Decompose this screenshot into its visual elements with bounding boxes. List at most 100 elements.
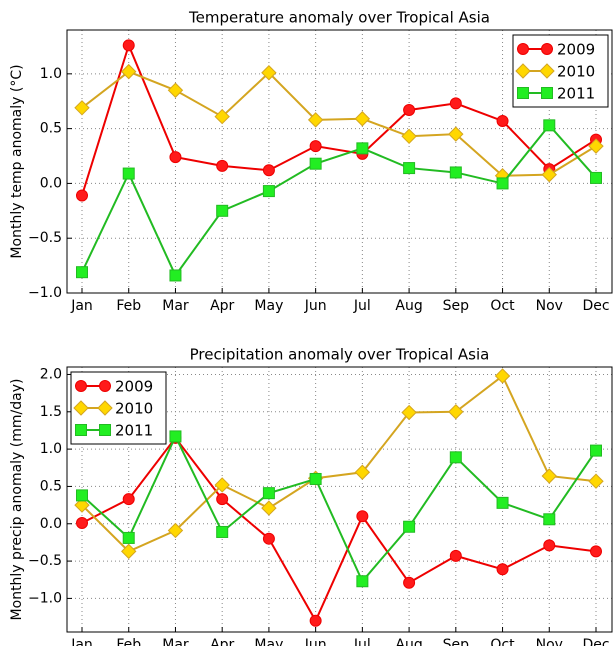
- marker: [307, 112, 324, 128]
- x-tick-label: Jan: [70, 298, 93, 314]
- marker: [449, 451, 462, 464]
- y-tick-label: −0.5: [28, 230, 62, 246]
- marker: [122, 167, 135, 180]
- marker: [401, 128, 417, 145]
- y-tick-label: 1.0: [40, 66, 62, 82]
- marker: [543, 119, 556, 132]
- marker: [75, 424, 87, 436]
- marker: [590, 545, 602, 558]
- marker: [261, 65, 277, 81]
- x-tick-label: Aug: [395, 298, 422, 314]
- y-tick-label: 0.0: [40, 175, 62, 191]
- x-tick-label: May: [254, 637, 283, 646]
- y-tick-label: 0.5: [40, 121, 62, 137]
- legend-label: 2011: [115, 422, 153, 440]
- marker: [262, 532, 275, 545]
- x-tick-label: Oct: [490, 637, 515, 646]
- chart-title: Temperature anomaly over Tropical Asia: [188, 9, 490, 27]
- series: [76, 39, 602, 202]
- marker: [354, 111, 371, 127]
- marker: [496, 496, 509, 509]
- marker: [216, 159, 229, 172]
- marker: [76, 489, 88, 502]
- marker: [541, 468, 557, 484]
- x-tick-label: Nov: [536, 298, 563, 314]
- x-tick-label: May: [254, 298, 283, 314]
- marker: [74, 497, 90, 513]
- legend-label: 2010: [115, 400, 153, 418]
- marker: [588, 138, 604, 154]
- series-line: [81, 42, 597, 196]
- marker: [122, 39, 135, 52]
- marker: [515, 63, 531, 79]
- marker: [448, 126, 464, 142]
- marker: [169, 151, 182, 164]
- marker: [494, 368, 511, 384]
- x-tick-label: Jun: [304, 637, 327, 646]
- marker: [167, 522, 184, 539]
- marker: [309, 472, 322, 485]
- x-tick-label: Jul: [353, 637, 371, 646]
- marker: [122, 493, 135, 506]
- marker: [543, 539, 556, 552]
- x-tick-label: Jul: [353, 298, 371, 314]
- marker: [403, 162, 416, 175]
- marker: [75, 380, 87, 392]
- marker: [167, 82, 184, 98]
- marker: [76, 189, 88, 202]
- marker: [309, 157, 322, 170]
- marker: [496, 114, 509, 127]
- series-line: [81, 434, 597, 584]
- marker: [541, 166, 557, 183]
- marker: [517, 87, 529, 99]
- x-tick-label: Aug: [395, 637, 422, 646]
- marker: [216, 493, 229, 506]
- y-tick-label: 1.0: [40, 441, 62, 457]
- legend-label: 2009: [115, 378, 153, 396]
- marker: [590, 444, 602, 457]
- marker: [214, 477, 230, 493]
- x-tick-label: Feb: [116, 637, 141, 646]
- x-tick-label: Jan: [70, 637, 93, 646]
- marker: [590, 171, 602, 184]
- marker: [262, 164, 275, 177]
- marker: [541, 87, 553, 99]
- marker: [74, 100, 90, 116]
- marker: [588, 473, 604, 489]
- y-tick-label: 1.5: [40, 404, 62, 420]
- series: [76, 430, 602, 588]
- series: [76, 431, 602, 627]
- legend-label: 2010: [557, 63, 595, 81]
- marker: [216, 525, 229, 538]
- plot-frame: [66, 366, 613, 633]
- y-tick-label: −1.0: [28, 285, 62, 301]
- marker: [121, 63, 137, 80]
- legend-label: 2011: [557, 85, 595, 103]
- marker: [354, 464, 371, 480]
- x-tick-label: Nov: [536, 637, 563, 646]
- marker: [73, 400, 89, 416]
- chart-title: Precipitation anomaly over Tropical Asia: [190, 346, 490, 364]
- marker: [449, 166, 462, 179]
- marker: [309, 614, 322, 627]
- x-tick-label: Apr: [210, 637, 234, 646]
- marker: [496, 563, 509, 576]
- marker: [356, 142, 369, 155]
- marker: [216, 204, 229, 217]
- plot-frame: [66, 29, 613, 294]
- marker: [448, 404, 464, 420]
- x-tick-label: Apr: [210, 298, 234, 314]
- marker: [214, 108, 230, 125]
- marker: [169, 430, 182, 443]
- marker: [261, 500, 277, 516]
- marker: [356, 575, 369, 588]
- marker: [401, 404, 417, 421]
- y-axis-label: Monthly precip anomaly (mm/day): [9, 379, 25, 621]
- y-axis-label: Monthly temp anomaly (°C): [9, 64, 25, 258]
- marker: [99, 380, 111, 392]
- marker: [356, 510, 369, 523]
- series-line: [81, 436, 597, 624]
- marker: [262, 487, 275, 500]
- y-tick-label: −0.5: [28, 553, 62, 569]
- marker: [121, 543, 137, 560]
